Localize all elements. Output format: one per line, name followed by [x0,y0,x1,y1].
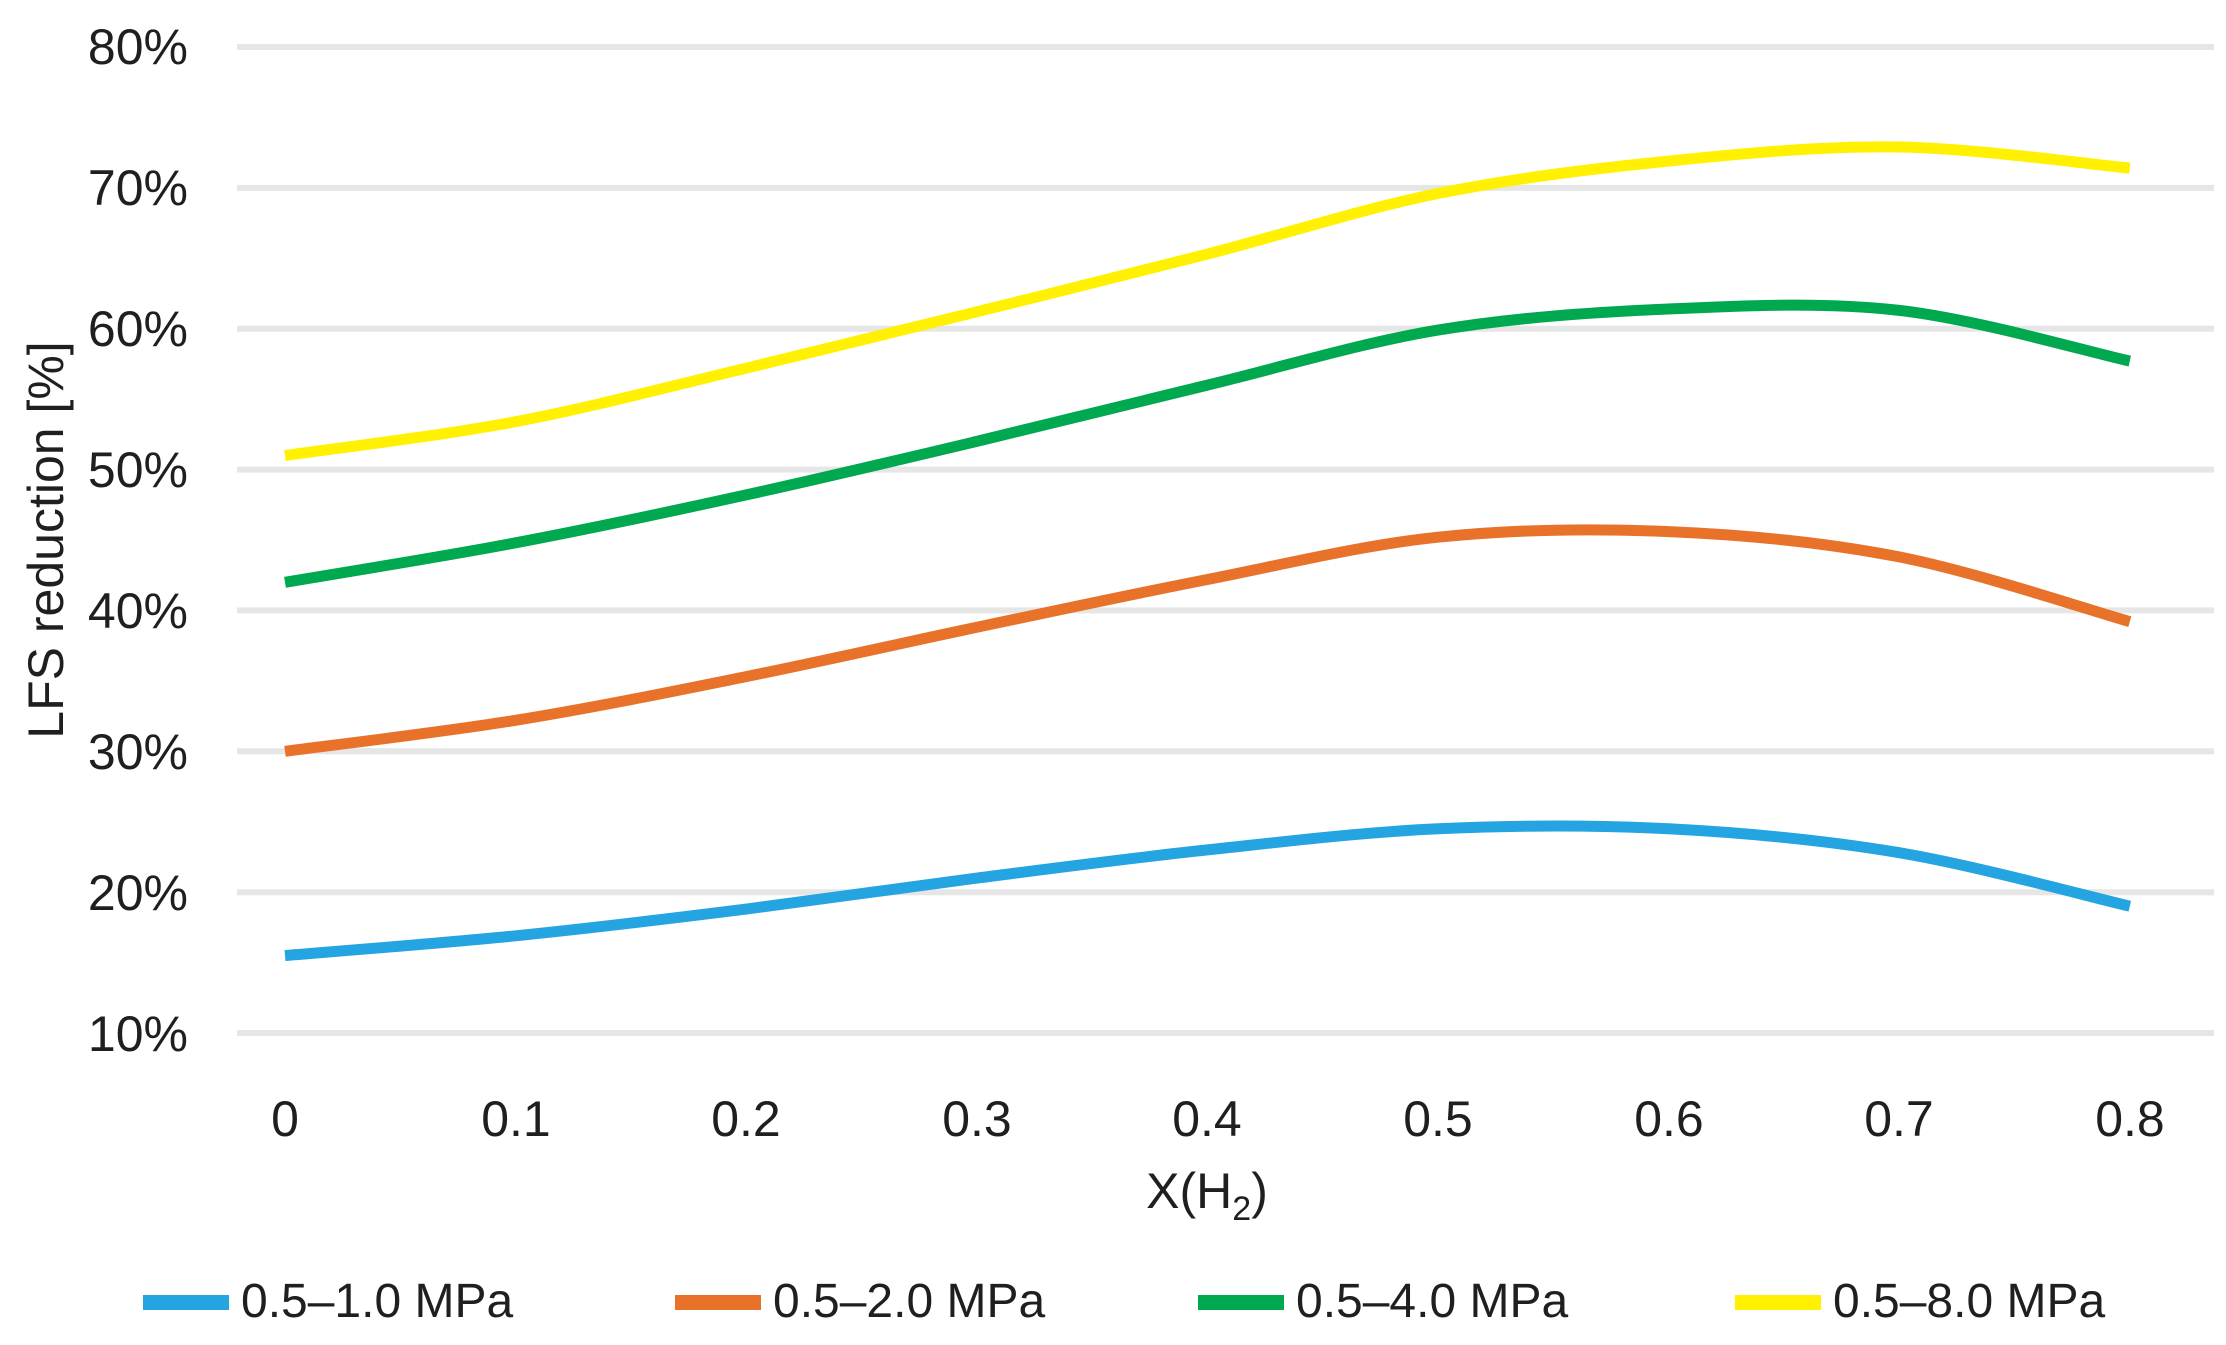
x-axis-title-subscript: 2 [1232,1190,1252,1228]
legend-label: 0.5–4.0 MPa [1296,1275,1569,1328]
y-tick-30: 30% [87,724,188,780]
series-line-0.5–8.0-MPa [284,141,2131,461]
legend-item-0.5-4.0-mpa: 0.5–4.0 MPa [1198,1272,1568,1332]
gridlines [237,44,2214,1036]
legend-swatch [1735,1294,1821,1310]
legend-swatch [143,1294,229,1310]
legend-swatch [1198,1294,1284,1310]
x-axis-title-main: X(H [1146,1163,1233,1219]
x-tick-07: 0.7 [1864,1091,1934,1147]
x-tick-02: 0.2 [711,1091,781,1147]
y-tick-10: 10% [87,1006,188,1062]
series-line-0.5–4.0-MPa [284,299,2131,588]
series-line-0.5–2.0-MPa [284,524,2132,757]
y-axis-title: LFS reduction [%] [18,341,74,739]
series-lines [284,141,2132,961]
x-tick-03: 0.3 [942,1091,1012,1147]
x-axis-title-close: ) [1251,1163,1268,1219]
y-tick-70: 70% [87,160,188,216]
y-tick-50: 50% [87,442,188,498]
legend-item-0.5-1.0-mpa: 0.5–1.0 MPa [143,1272,513,1332]
legend-item-0.5-8.0-mpa: 0.5–8.0 MPa [1735,1272,2105,1332]
y-tick-60: 60% [87,301,188,357]
y-tick-20: 20% [87,865,188,921]
x-axis-title: X(H2) [1007,1162,1407,1228]
x-tick-05: 0.5 [1403,1091,1473,1147]
legend-label: 0.5–1.0 MPa [241,1275,514,1328]
x-tick-08: 0.8 [2095,1091,2165,1147]
y-tick-80: 80% [87,19,188,75]
legend-item-0.5-2.0-mpa: 0.5–2.0 MPa [675,1272,1045,1332]
y-tick-40: 40% [87,583,188,639]
legend-label: 0.5–2.0 MPa [773,1275,1046,1328]
series-line-0.5–1.0-MPa [284,820,2132,961]
x-tick-01: 0.1 [481,1091,551,1147]
legend-label: 0.5–8.0 MPa [1833,1275,2106,1328]
x-tick-0: 0 [271,1091,299,1147]
legend-swatch [675,1294,761,1310]
x-tick-06: 0.6 [1634,1091,1704,1147]
x-tick-04: 0.4 [1172,1091,1242,1147]
